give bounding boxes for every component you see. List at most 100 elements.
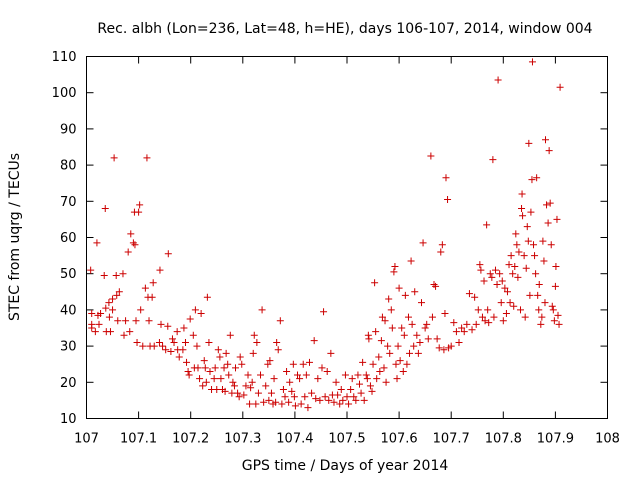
data-point <box>112 272 120 280</box>
data-point <box>376 367 384 375</box>
data-point <box>391 262 399 270</box>
data-point <box>365 335 373 343</box>
data-point <box>382 378 390 386</box>
data-point <box>416 338 424 346</box>
data-point <box>267 389 275 397</box>
data-point <box>288 387 296 395</box>
data-point <box>149 279 157 287</box>
data-point <box>248 378 256 386</box>
data-point <box>127 230 135 238</box>
data-point <box>354 371 362 379</box>
data-point <box>419 239 427 247</box>
data-point <box>542 136 550 144</box>
data-point <box>514 273 522 281</box>
data-point <box>509 270 517 278</box>
data-point <box>534 291 542 299</box>
data-point <box>102 304 110 312</box>
data-point <box>216 353 224 361</box>
data-point <box>183 358 191 366</box>
data-point <box>540 257 548 265</box>
data-point <box>106 328 114 336</box>
data-point <box>257 371 265 379</box>
data-point <box>499 317 507 325</box>
data-point <box>308 389 316 397</box>
data-point <box>550 317 558 325</box>
data-point <box>145 317 153 325</box>
data-point <box>119 270 127 278</box>
data-point <box>403 360 411 368</box>
data-point <box>242 382 250 390</box>
data-point <box>518 190 526 198</box>
data-point <box>432 282 440 290</box>
data-point <box>400 331 408 339</box>
chart-title: Rec. albh (Lon=236, Lat=48, h=HE), days … <box>97 21 592 37</box>
data-point <box>193 342 201 350</box>
data-point <box>408 320 416 328</box>
data-point <box>167 348 175 356</box>
data-point <box>555 320 563 328</box>
data-point <box>232 364 240 372</box>
data-point <box>336 400 344 408</box>
data-point <box>522 264 530 272</box>
data-point <box>366 382 374 390</box>
data-point <box>543 201 551 209</box>
data-point <box>175 353 183 361</box>
data-point <box>455 338 463 346</box>
y-tick-label: 20 <box>60 376 77 391</box>
data-point <box>250 331 258 339</box>
data-point <box>535 306 543 314</box>
data-point <box>474 306 482 314</box>
data-point <box>191 306 199 314</box>
data-point <box>135 208 143 216</box>
x-tick-label: 107.2 <box>172 432 209 447</box>
data-point <box>334 391 342 399</box>
data-point <box>137 306 145 314</box>
data-point <box>162 346 170 354</box>
data-point <box>452 328 460 336</box>
data-point <box>350 393 358 401</box>
plot-frame <box>86 56 608 419</box>
data-point <box>254 389 262 397</box>
data-point <box>180 324 188 332</box>
data-point <box>114 317 122 325</box>
data-point <box>435 344 443 352</box>
data-point <box>210 375 218 383</box>
data-point <box>156 266 164 274</box>
data-point <box>424 335 432 343</box>
data-point <box>545 147 553 155</box>
data-point <box>510 302 518 310</box>
data-point <box>164 322 172 330</box>
data-point <box>520 252 528 260</box>
data-point <box>236 353 244 361</box>
data-point <box>202 378 210 386</box>
data-point <box>450 319 458 327</box>
data-point <box>506 299 514 307</box>
data-point <box>392 360 400 368</box>
data-point <box>396 357 404 365</box>
data-point <box>554 311 562 319</box>
data-point <box>265 396 273 404</box>
x-tick-label: 107.8 <box>485 432 522 447</box>
data-point <box>109 306 117 314</box>
data-point <box>285 398 293 406</box>
data-point <box>291 402 299 410</box>
data-point <box>148 293 156 301</box>
data-point <box>274 346 282 354</box>
x-tick-label: 107.4 <box>276 432 313 447</box>
data-point <box>97 310 105 318</box>
data-point <box>276 317 284 325</box>
data-point <box>373 375 381 383</box>
data-point <box>197 310 205 318</box>
data-point <box>494 76 502 84</box>
data-point <box>546 199 554 207</box>
data-point <box>352 396 360 404</box>
data-point <box>553 215 561 223</box>
data-point <box>157 320 165 328</box>
data-point <box>549 306 557 314</box>
data-point <box>314 375 322 383</box>
data-point <box>238 360 246 368</box>
data-point <box>206 367 214 375</box>
data-point <box>323 367 331 375</box>
data-point <box>532 270 540 278</box>
x-tick-label: 108 <box>595 432 620 447</box>
